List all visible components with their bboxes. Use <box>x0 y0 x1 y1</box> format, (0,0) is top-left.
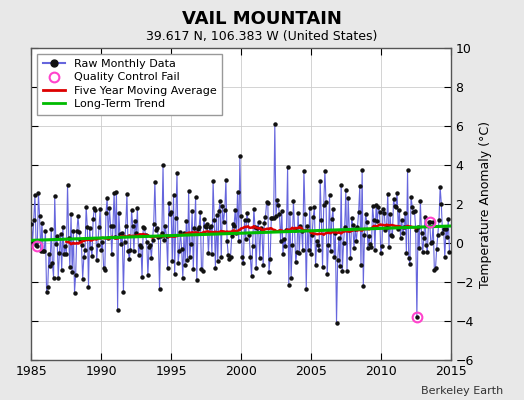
Legend: Raw Monthly Data, Quality Control Fail, Five Year Moving Average, Long-Term Tren: Raw Monthly Data, Quality Control Fail, … <box>37 54 222 115</box>
Y-axis label: Temperature Anomaly (°C): Temperature Anomaly (°C) <box>479 120 493 288</box>
Text: VAIL MOUNTAIN: VAIL MOUNTAIN <box>182 10 342 28</box>
Text: 39.617 N, 106.383 W (United States): 39.617 N, 106.383 W (United States) <box>146 30 378 43</box>
Text: Berkeley Earth: Berkeley Earth <box>421 386 503 396</box>
